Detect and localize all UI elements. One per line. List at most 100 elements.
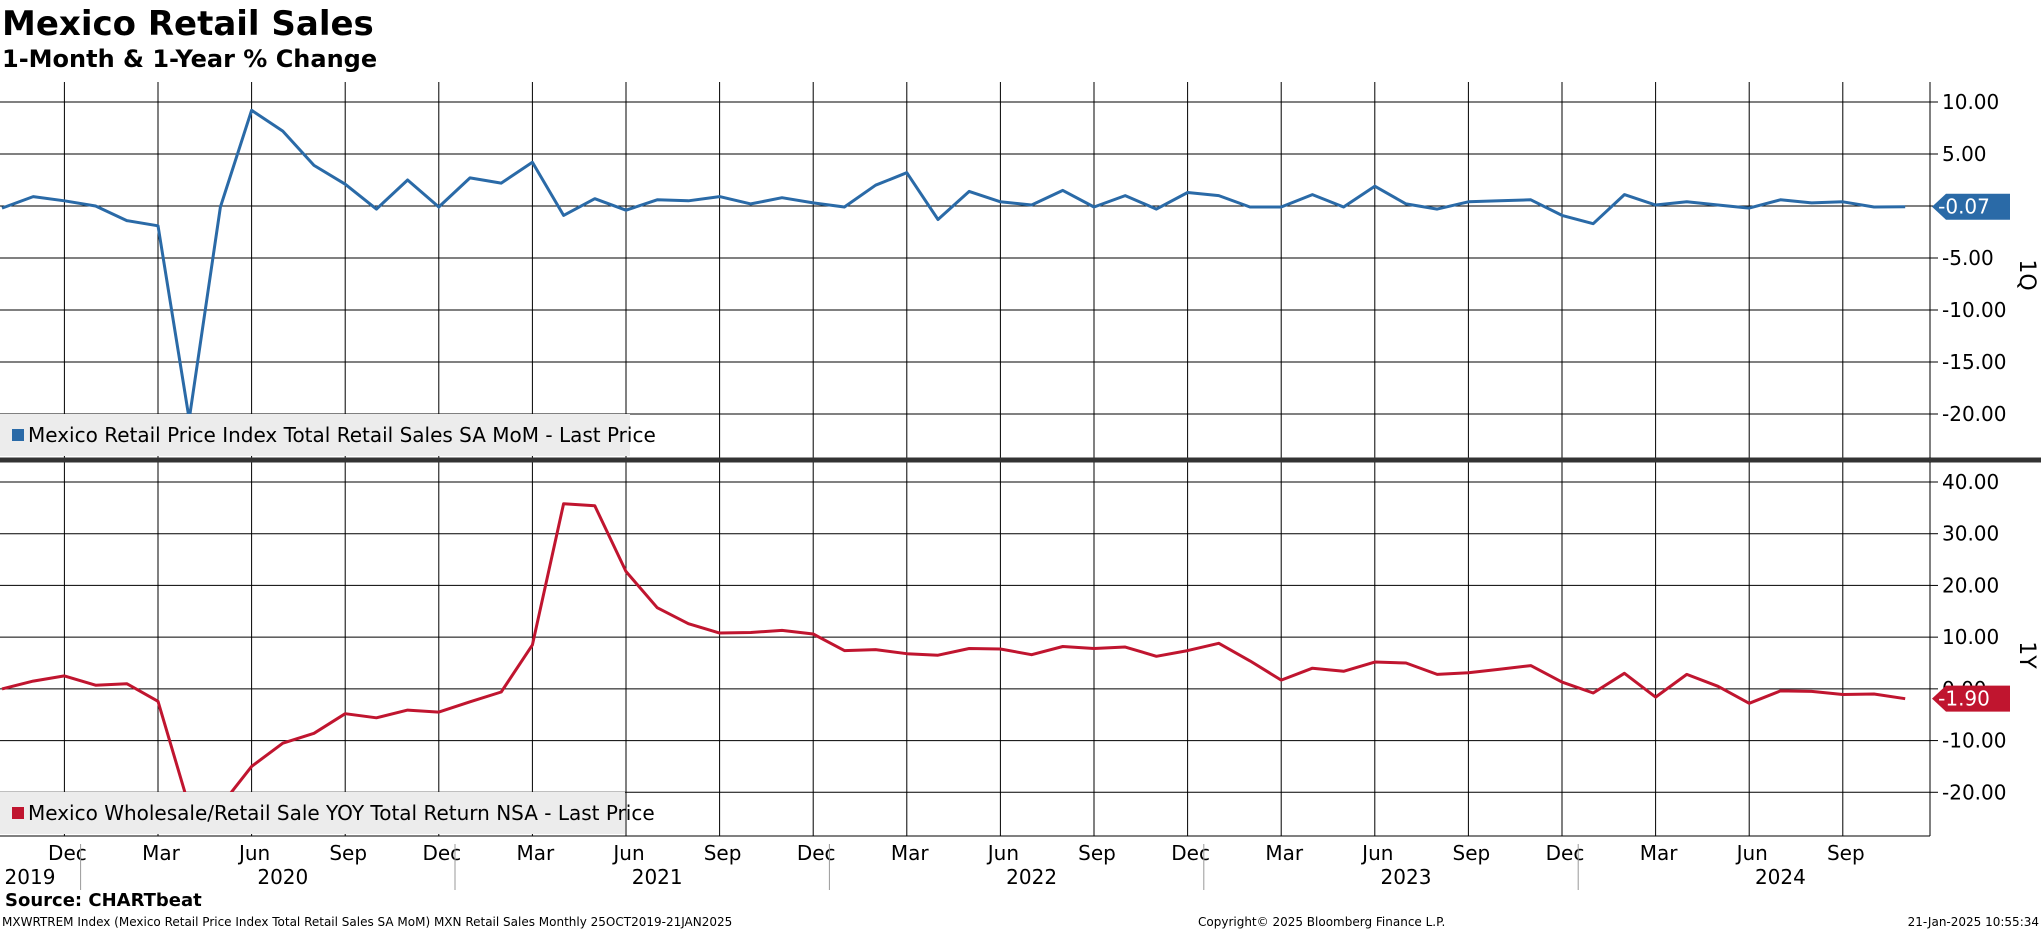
x-month-label: Mar: [891, 841, 930, 865]
data-point: [1747, 206, 1751, 210]
data-point: [62, 674, 66, 678]
y-tick-label: 20.00: [1942, 573, 1999, 597]
data-point: [1685, 200, 1689, 204]
data-point: [31, 679, 35, 683]
grid-layer: [0, 82, 2041, 836]
data-point: [1778, 689, 1782, 693]
data-point: [1622, 193, 1626, 197]
y-tick-label: 40.00: [1942, 470, 1999, 494]
data-point: [1654, 203, 1658, 207]
x-month-label: Mar: [142, 841, 181, 865]
panel-label: 1Q: [2014, 259, 2039, 290]
data-point: [842, 649, 846, 653]
data-point: [1061, 644, 1065, 648]
data-point: [156, 699, 160, 703]
data-point: [1030, 203, 1034, 207]
x-month-label: Sep: [704, 841, 742, 865]
footer-description: MXWRTREM Index (Mexico Retail Price Inde…: [2, 915, 733, 929]
data-point: [1310, 193, 1314, 197]
series-line: [1, 502, 1906, 809]
data-point: [94, 683, 98, 687]
data-point: [562, 502, 566, 506]
data-point: [780, 196, 784, 200]
data-point: [624, 208, 628, 212]
data-point: [437, 205, 441, 209]
legend: Mexico Retail Price Index Total Retail S…: [0, 414, 656, 456]
last-value-tag-bg: [1932, 685, 2010, 712]
last-value-tag: -1.90: [1932, 685, 2010, 712]
data-point: [655, 606, 659, 610]
data-point: [1248, 205, 1252, 209]
data-point: [125, 219, 129, 223]
legend: Mexico Wholesale/Retail Sale YOY Total R…: [0, 792, 655, 834]
data-point: [1560, 680, 1564, 684]
data-point: [749, 202, 753, 206]
data-point: [406, 708, 410, 712]
legend-swatch: [12, 429, 24, 441]
data-point: [406, 178, 410, 182]
x-month-label: Sep: [329, 841, 367, 865]
x-month-label: Jun: [986, 841, 1019, 865]
data-point: [1435, 672, 1439, 676]
data-point: [655, 198, 659, 202]
last-value-tag-bg: [1932, 193, 2010, 220]
x-month-label: Mar: [1640, 841, 1679, 865]
data-point: [1248, 659, 1252, 663]
data-point: [1123, 645, 1127, 649]
x-axis: Dec Mar Jun Sep Dec Mar Jun Sep Dec Mar Jun Sep Dec M…: [0, 835, 1930, 890]
data-point: [1186, 649, 1190, 653]
data-point: [1342, 669, 1346, 673]
x-month-label: Sep: [1078, 841, 1116, 865]
data-point: [842, 205, 846, 209]
data-point: [374, 716, 378, 720]
panel-1q: 10.005.000.00-5.00-10.00-15.00-20.001Q-0…: [0, 82, 2039, 458]
data-point: [1217, 194, 1221, 198]
x-month-label: Jun: [237, 841, 270, 865]
data-point: [1872, 692, 1876, 696]
data-point: [312, 731, 316, 735]
panel-1y: 40.0030.0020.0010.000.00-10.00-20.001Y-1…: [0, 462, 2039, 836]
legend-label: Mexico Wholesale/Retail Sale YOY Total R…: [28, 801, 655, 825]
data-point: [1622, 671, 1626, 675]
data-point: [1498, 667, 1502, 671]
data-point: [1903, 697, 1907, 701]
x-month-label: Sep: [1827, 841, 1865, 865]
data-point: [1778, 198, 1782, 202]
x-year-label: 2021: [632, 865, 683, 889]
data-point: [1342, 205, 1346, 209]
panel-label: 1Y: [2014, 641, 2039, 669]
y-tick-label: 10.00: [1942, 90, 1999, 114]
y-tick-label: -10.00: [1942, 298, 2006, 322]
data-point: [1560, 213, 1564, 217]
data-point: [1373, 184, 1377, 188]
data-point: [1373, 660, 1377, 664]
data-point: [1404, 202, 1408, 206]
data-point: [1310, 666, 1314, 670]
data-point: [1498, 199, 1502, 203]
data-point: [1279, 678, 1283, 682]
data-point: [718, 195, 722, 199]
footer-copyright: Copyright© 2025 Bloomberg Finance L.P.: [1198, 915, 1446, 929]
x-year-label: 2022: [1006, 865, 1057, 889]
x-month-label: Mar: [1265, 841, 1304, 865]
data-point: [281, 741, 285, 745]
y-tick-label: -5.00: [1942, 246, 1994, 270]
data-point: [998, 647, 1002, 651]
data-point: [1154, 654, 1158, 658]
data-point: [62, 199, 66, 203]
y-tick-label: -20.00: [1942, 402, 2006, 426]
legend-background: [0, 414, 630, 456]
data-point: [530, 160, 534, 164]
data-point: [468, 176, 472, 180]
data-point: [718, 631, 722, 635]
data-point: [1154, 207, 1158, 211]
data-point: [125, 682, 129, 686]
data-point: [686, 622, 690, 626]
data-point: [499, 181, 503, 185]
data-point: [905, 171, 909, 175]
data-point: [530, 643, 534, 647]
series-line: [1, 108, 1906, 421]
data-point: [624, 569, 628, 573]
x-month-label: Sep: [1453, 841, 1491, 865]
